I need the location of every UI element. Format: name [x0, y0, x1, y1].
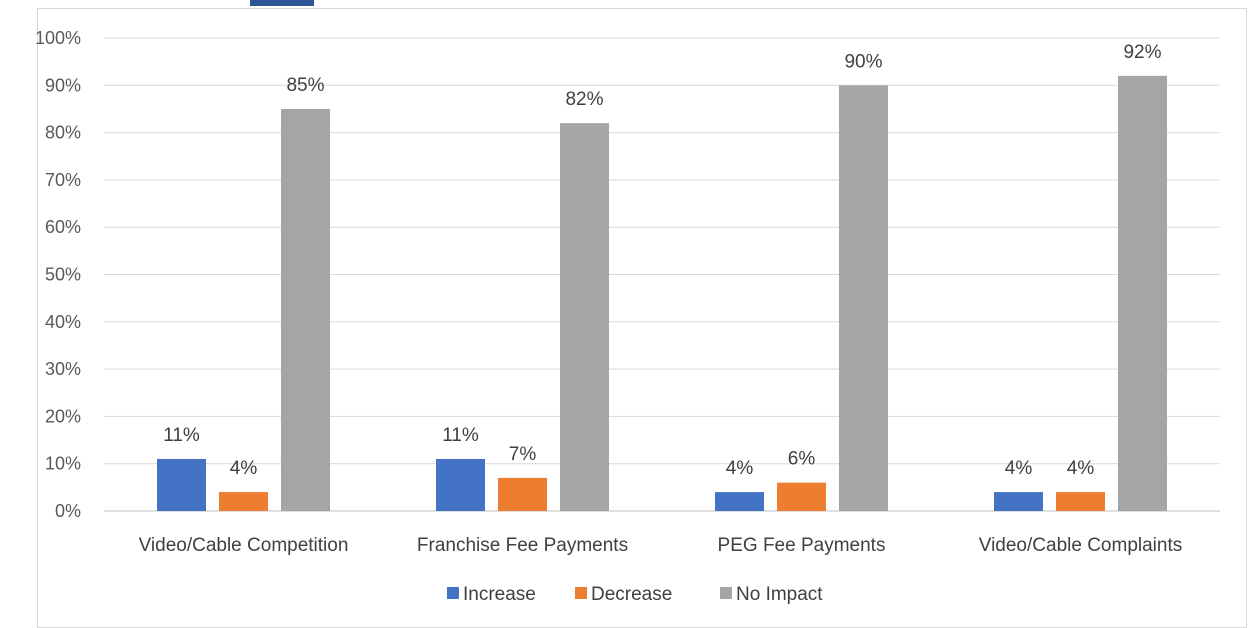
- data-label: 4%: [1005, 458, 1033, 479]
- legend-swatch-no-impact: [720, 587, 732, 599]
- bar-increase: [994, 492, 1043, 511]
- bars: [157, 75, 1167, 512]
- data-label: 7%: [509, 444, 537, 465]
- data-label: 4%: [1067, 458, 1095, 479]
- x-category-label: Video/Cable Competition: [139, 535, 349, 556]
- data-label: 4%: [230, 458, 258, 479]
- data-label: 11%: [163, 425, 200, 446]
- bar-no-impact: [560, 123, 609, 511]
- data-label: 4%: [726, 458, 754, 479]
- bar-increase: [157, 458, 206, 511]
- bar-decrease: [219, 492, 268, 511]
- bar-increase: [436, 458, 485, 511]
- data-label: 85%: [286, 75, 324, 96]
- bar-increase: [715, 492, 764, 511]
- data-label: 82%: [565, 89, 603, 110]
- x-category-label: PEG Fee Payments: [718, 535, 886, 556]
- legend-label: Decrease: [591, 584, 672, 605]
- y-tick-label: 30%: [45, 359, 81, 379]
- y-tick-label: 40%: [45, 312, 81, 332]
- y-tick-label: 90%: [45, 75, 81, 95]
- legend-label: No Impact: [736, 584, 823, 605]
- y-tick-label: 100%: [35, 28, 81, 48]
- data-label: 92%: [1123, 42, 1161, 63]
- chart-frame: [37, 8, 1247, 628]
- x-category-label: Franchise Fee Payments: [417, 535, 628, 556]
- bar-no-impact: [1118, 75, 1167, 511]
- y-axis-ticks: 0% 10% 20% 30% 40% 50% 60% 70% 80% 90% 100%: [35, 28, 81, 521]
- y-tick-label: 0%: [55, 501, 81, 521]
- legend: Increase Decrease No Impact: [447, 584, 823, 605]
- y-tick-label: 10%: [45, 454, 81, 474]
- y-tick-label: 80%: [45, 123, 81, 143]
- y-tick-label: 50%: [45, 265, 81, 285]
- x-category-label: Video/Cable Complaints: [979, 535, 1183, 556]
- y-tick-label: 70%: [45, 170, 81, 190]
- gridlines: [104, 37, 1220, 512]
- legend-swatch-decrease: [575, 587, 587, 599]
- data-label: 6%: [788, 449, 816, 470]
- data-label: 90%: [844, 51, 882, 72]
- data-labels: 11% 4% 85% 11% 7% 82% 4% 6% 90% 4% 4% 92%: [163, 42, 1161, 479]
- y-tick-label: 60%: [45, 217, 81, 237]
- y-tick-label: 20%: [45, 406, 81, 426]
- x-axis-categories: Video/Cable Competition Franchise Fee Pay…: [139, 535, 1183, 556]
- bar-decrease: [498, 477, 547, 511]
- legend-swatch-increase: [447, 587, 459, 599]
- data-label: 11%: [442, 425, 479, 446]
- bar-no-impact: [281, 108, 330, 511]
- bar-decrease: [1056, 492, 1105, 511]
- title-fragment: [250, 0, 314, 6]
- legend-label: Increase: [463, 584, 536, 605]
- bar-decrease: [777, 482, 826, 511]
- bar-no-impact: [839, 85, 888, 512]
